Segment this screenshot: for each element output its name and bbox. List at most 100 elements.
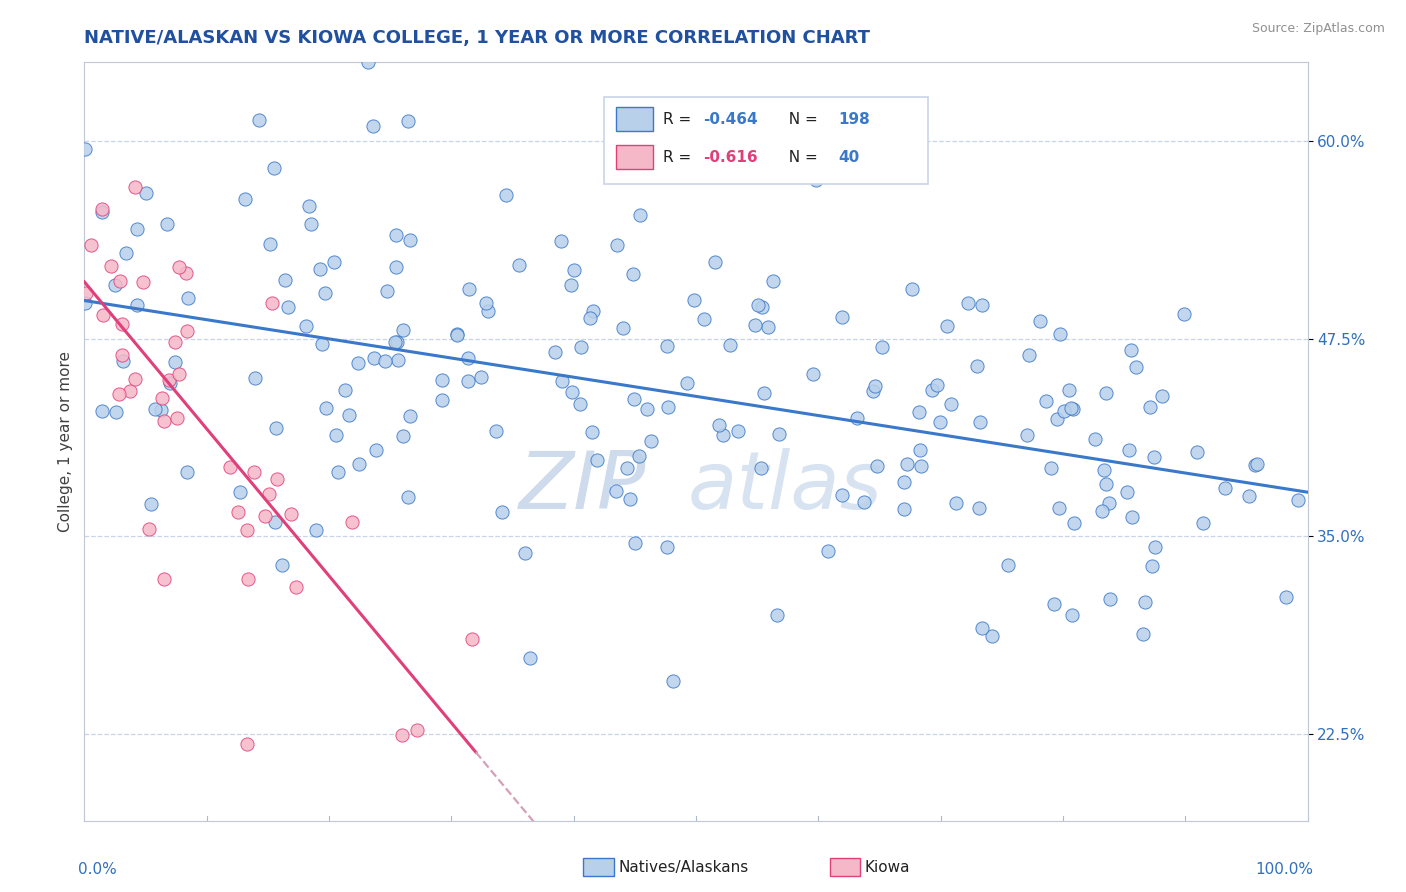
Point: [1275, 591, 1298, 605]
Point: [406, 723, 429, 738]
Point: [485, 425, 508, 439]
Point: [260, 296, 283, 310]
Point: [1052, 404, 1074, 418]
Point: [153, 414, 176, 428]
Point: [238, 572, 260, 586]
Point: [969, 415, 991, 429]
Point: [167, 368, 190, 382]
Point: [606, 238, 628, 252]
Point: [346, 356, 368, 370]
Point: [111, 354, 134, 368]
Point: [862, 384, 884, 398]
Point: [1115, 484, 1137, 499]
Point: [396, 113, 419, 128]
Point: [75, 143, 97, 157]
Point: [398, 233, 420, 247]
Point: [693, 311, 716, 326]
Point: [852, 495, 875, 509]
Point: [326, 465, 349, 479]
Point: [219, 460, 242, 475]
Text: R =: R =: [664, 112, 696, 127]
Point: [385, 260, 408, 275]
Point: [124, 372, 146, 386]
Point: [100, 259, 122, 273]
Point: [628, 208, 651, 222]
Y-axis label: College, 1 year or more: College, 1 year or more: [58, 351, 73, 532]
Point: [1173, 307, 1195, 321]
Point: [1062, 401, 1084, 416]
Point: [1043, 597, 1066, 611]
Point: [263, 161, 285, 176]
Point: [259, 237, 281, 252]
Point: [174, 266, 197, 280]
Point: [910, 458, 932, 473]
Point: [91, 202, 114, 216]
Point: [177, 291, 200, 305]
Point: [457, 374, 479, 388]
Point: [277, 300, 299, 314]
Point: [569, 340, 592, 354]
Point: [159, 376, 181, 390]
Point: [333, 384, 356, 398]
Text: R =: R =: [664, 150, 696, 165]
Text: Natives/Alaskans: Natives/Alaskans: [619, 860, 749, 874]
Point: [364, 442, 387, 457]
Point: [1213, 481, 1236, 495]
Point: [619, 491, 641, 506]
Point: [339, 409, 361, 423]
Point: [846, 411, 869, 425]
Point: [945, 496, 967, 510]
Point: [1244, 458, 1267, 472]
Point: [110, 274, 132, 288]
Point: [166, 411, 188, 425]
Point: [581, 425, 603, 439]
Text: ZIP: ZIP: [519, 448, 645, 526]
Point: [257, 486, 280, 500]
Point: [616, 460, 638, 475]
Point: [236, 737, 259, 751]
Text: 0.0%: 0.0%: [79, 863, 117, 878]
Point: [981, 629, 1004, 643]
Point: [519, 650, 541, 665]
Point: [1046, 412, 1069, 426]
Point: [236, 523, 259, 537]
Point: [391, 728, 413, 742]
Point: [247, 113, 270, 128]
Point: [115, 245, 138, 260]
Point: [396, 491, 419, 505]
Point: [242, 465, 264, 479]
Text: -0.464: -0.464: [703, 112, 758, 127]
Point: [1144, 540, 1167, 554]
Point: [361, 119, 384, 133]
Point: [1059, 401, 1081, 415]
Point: [470, 370, 492, 384]
Point: [893, 501, 915, 516]
Point: [91, 309, 114, 323]
Point: [1139, 400, 1161, 414]
Point: [315, 401, 337, 415]
Point: [263, 515, 285, 529]
Point: [284, 580, 307, 594]
Point: [309, 261, 332, 276]
Point: [967, 501, 990, 516]
Point: [662, 674, 685, 689]
Point: [569, 397, 592, 411]
Point: [357, 55, 380, 70]
Point: [762, 274, 785, 288]
Point: [928, 415, 950, 429]
Point: [870, 340, 893, 354]
Point: [143, 402, 166, 417]
Point: [1084, 432, 1107, 446]
Point: [349, 457, 371, 471]
Point: [399, 409, 422, 423]
Text: N =: N =: [779, 112, 823, 127]
Point: [640, 434, 662, 449]
Text: 198: 198: [838, 112, 870, 127]
Point: [266, 472, 288, 486]
Point: [727, 424, 749, 438]
Point: [105, 405, 128, 419]
Point: [314, 285, 336, 300]
Point: [375, 284, 398, 298]
Point: [1063, 516, 1085, 531]
Point: [104, 278, 127, 293]
